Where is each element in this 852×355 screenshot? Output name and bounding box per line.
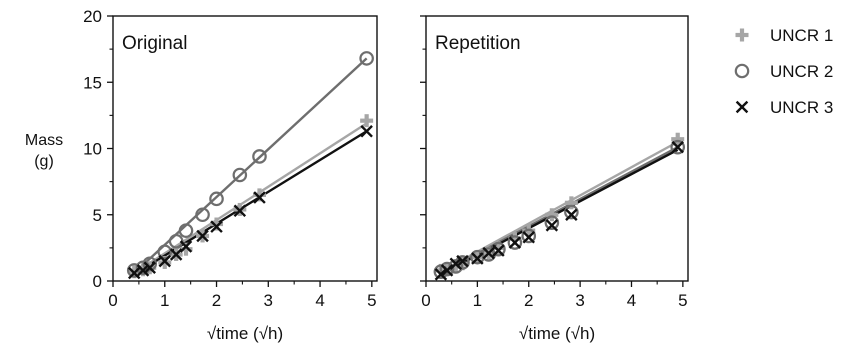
panel-title: Repetition xyxy=(435,33,521,54)
y-tick-label: 10 xyxy=(83,140,102,159)
data-point-uncr-1 xyxy=(545,208,559,222)
data-point-uncr-3 xyxy=(565,208,578,221)
data-point-uncr-2 xyxy=(670,139,686,155)
x-tick-label: 2 xyxy=(524,291,533,310)
legend-marker-uncr-1 xyxy=(735,28,749,42)
data-point-uncr-2 xyxy=(209,191,224,207)
data-point-uncr-3 xyxy=(158,254,172,268)
x-axis-label: √time (√h) xyxy=(519,324,595,343)
legend-marker-uncr-3 xyxy=(735,100,749,114)
y-tick-label: 20 xyxy=(83,7,102,26)
panel-original: 0 1 2 3 4 5 0 5 10 15 20 √time (√h) Original xyxy=(83,7,378,343)
legend-label-uncr-2: UNCR 2 xyxy=(770,62,833,81)
x-tick-label: 1 xyxy=(160,291,169,310)
data-point-uncr-3 xyxy=(471,252,484,265)
data-point-uncr-1 xyxy=(210,217,224,231)
data-point-uncr-3 xyxy=(492,244,505,257)
y-tick-label: 15 xyxy=(83,73,102,92)
data-point-uncr-2 xyxy=(195,207,210,223)
data-point-uncr-2 xyxy=(564,204,579,220)
data-point-uncr-2 xyxy=(142,256,158,272)
data-point-uncr-3 xyxy=(233,204,247,218)
data-point-uncr-3 xyxy=(522,231,535,244)
fit-line-uncr-1 xyxy=(133,122,368,275)
data-point-uncr-3 xyxy=(253,191,266,204)
data-point-uncr-3 xyxy=(143,261,157,274)
x-tick-label: 5 xyxy=(367,291,376,310)
panel-repetition: 0 1 2 3 4 5 √time (√h) Repetition xyxy=(420,15,689,343)
fit-line-uncr-3 xyxy=(133,130,368,276)
data-point-uncr-3 xyxy=(508,236,522,249)
data-point-uncr-2 xyxy=(359,51,374,66)
legend-label-uncr-3: UNCR 3 xyxy=(770,98,833,117)
x-tick-label: 2 xyxy=(212,291,221,310)
data-point-uncr-3 xyxy=(434,268,448,281)
data-point-uncr-3 xyxy=(127,266,141,280)
panel-title: Original xyxy=(122,33,187,54)
x-tick-label: 1 xyxy=(473,291,482,310)
data-point-uncr-3 xyxy=(169,248,183,261)
data-point-uncr-3 xyxy=(440,264,454,277)
y-tick-label: 0 xyxy=(93,272,102,291)
x-axis-label: √time (√h) xyxy=(207,324,283,343)
data-point-uncr-3 xyxy=(179,240,193,253)
fit-line-uncr-2 xyxy=(133,57,368,274)
data-point-uncr-3 xyxy=(196,229,209,243)
x-tick-label: 0 xyxy=(108,291,117,310)
y-axis-label: Mass xyxy=(25,132,63,149)
data-point-uncr-2 xyxy=(439,261,455,277)
data-point-uncr-3 xyxy=(545,219,559,232)
data-point-uncr-3 xyxy=(449,257,463,271)
legend-label-uncr-1: UNCR 1 xyxy=(770,26,833,45)
x-tick-label: 3 xyxy=(575,291,584,310)
data-point-uncr-1 xyxy=(360,114,374,128)
x-tick-label: 5 xyxy=(678,291,687,310)
data-point-uncr-2 xyxy=(178,223,194,238)
data-point-uncr-3 xyxy=(210,220,223,233)
data-point-uncr-1 xyxy=(671,132,685,146)
data-point-uncr-2 xyxy=(157,244,173,260)
data-point-uncr-3 xyxy=(456,254,469,268)
data-point-uncr-2 xyxy=(252,149,267,164)
x-tick-label: 0 xyxy=(421,291,430,310)
data-point-uncr-2 xyxy=(544,215,560,230)
data-point-uncr-1 xyxy=(564,196,578,210)
data-point-uncr-2 xyxy=(507,235,523,250)
fit-line-uncr-1 xyxy=(440,140,679,273)
y-tick-label: 5 xyxy=(93,206,102,225)
legend: UNCR 1 UNCR 2 UNCR 3 xyxy=(734,26,833,117)
legend-marker-uncr-2 xyxy=(734,63,750,79)
data-point-uncr-2 xyxy=(232,167,248,183)
x-tick-label: 3 xyxy=(264,291,273,310)
data-point-uncr-3 xyxy=(360,125,373,138)
data-point-uncr-3 xyxy=(136,264,150,277)
plot-frame xyxy=(425,15,689,282)
data-point-uncr-3 xyxy=(482,246,495,260)
data-point-uncr-3 xyxy=(671,140,684,154)
y-axis-unit: (g) xyxy=(34,153,54,170)
x-tick-label: 4 xyxy=(315,291,324,310)
data-point-uncr-2 xyxy=(521,228,537,244)
data-point-uncr-2 xyxy=(126,263,142,278)
fit-line-uncr-3 xyxy=(440,148,679,276)
x-tick-label: 4 xyxy=(627,291,636,310)
